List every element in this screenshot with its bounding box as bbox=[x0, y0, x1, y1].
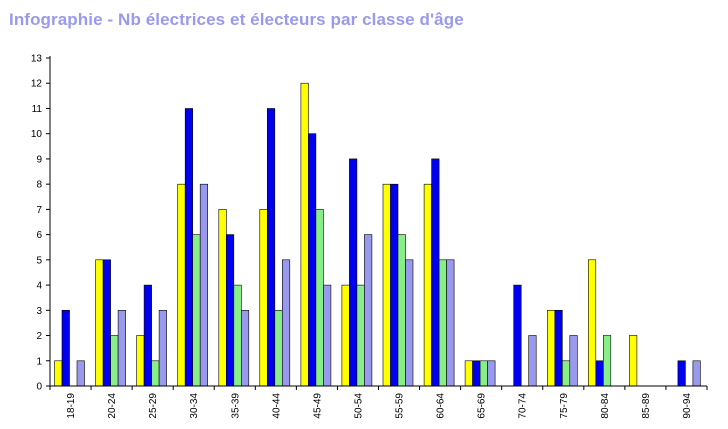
bar-60-64-series-3 bbox=[438, 259, 447, 387]
y-tick-label: 10 bbox=[31, 129, 43, 140]
bar-35-39-series-4 bbox=[241, 309, 250, 387]
x-tick-label-60-64: 60-64 bbox=[436, 393, 447, 419]
y-tick-label: 0 bbox=[36, 382, 42, 393]
x-tick-label-40-44: 40-44 bbox=[271, 393, 282, 419]
x-tick-label-90-94: 90-94 bbox=[682, 393, 693, 419]
bar-18-19-series-4 bbox=[76, 360, 85, 387]
x-tick-label-25-29: 25-29 bbox=[148, 393, 159, 419]
bar-50-54-series-3 bbox=[356, 284, 365, 387]
bar-20-24-series-4 bbox=[117, 309, 126, 387]
y-tick-label: 5 bbox=[36, 255, 42, 266]
chart-title: Infographie - Nb électrices et électeurs… bbox=[9, 10, 464, 29]
y-tick-label: 9 bbox=[36, 154, 42, 165]
bar-40-44-series-4 bbox=[281, 259, 291, 387]
bar-45-49-series-3 bbox=[315, 209, 324, 387]
bar-30-34-series-3 bbox=[192, 234, 201, 387]
bar-65-69-series-4 bbox=[487, 360, 496, 387]
bar-18-19-series-2 bbox=[61, 309, 70, 387]
x-tick-label-65-69: 65-69 bbox=[477, 393, 488, 419]
bar-40-44-series-3 bbox=[274, 309, 283, 387]
bar-30-34-series-1 bbox=[177, 183, 186, 387]
bar-75-79-series-1 bbox=[546, 309, 556, 387]
x-tick-label-30-34: 30-34 bbox=[189, 393, 200, 419]
bar-50-54-series-1 bbox=[341, 284, 350, 387]
x-tick-label-50-54: 50-54 bbox=[354, 393, 365, 419]
bar-30-34-series-4 bbox=[199, 183, 208, 387]
x-tick-label-85-89: 85-89 bbox=[641, 393, 652, 419]
y-tick-label: 8 bbox=[36, 180, 42, 191]
bar-45-49-series-1 bbox=[300, 82, 309, 387]
bar-60-64-series-1 bbox=[423, 183, 432, 387]
x-tick-label-80-84: 80-84 bbox=[600, 393, 611, 419]
bar-18-19-series-1 bbox=[54, 360, 63, 387]
bar-75-79-series-3 bbox=[561, 360, 571, 387]
bar-65-69-series-2 bbox=[472, 360, 481, 387]
bar-40-44-series-1 bbox=[259, 209, 268, 387]
x-tick-label-20-24: 20-24 bbox=[107, 393, 118, 419]
bar-20-24-series-1 bbox=[95, 259, 104, 387]
bar-90-94-series-4 bbox=[692, 360, 701, 387]
bar-50-54-series-4 bbox=[364, 234, 373, 387]
bar-50-54-series-2 bbox=[349, 158, 358, 387]
bar-55-59-series-4 bbox=[405, 259, 414, 387]
y-tick-label: 13 bbox=[31, 54, 43, 65]
x-tick-label-75-79: 75-79 bbox=[559, 393, 570, 419]
bar-35-39-series-3 bbox=[233, 284, 242, 387]
bar-85-89-series-1 bbox=[629, 335, 638, 387]
y-tick-label: 7 bbox=[36, 205, 42, 216]
y-tick-label: 2 bbox=[36, 331, 42, 342]
bar-25-29-series-3 bbox=[151, 360, 160, 387]
bar-25-29-series-1 bbox=[136, 335, 145, 387]
bar-80-84-series-1 bbox=[587, 259, 597, 387]
x-tick-label-18-19: 18-19 bbox=[66, 393, 77, 419]
x-tick-label-55-59: 55-59 bbox=[395, 393, 406, 419]
bar-65-69-series-1 bbox=[464, 360, 473, 387]
bar-55-59-series-2 bbox=[390, 183, 399, 387]
bars-group bbox=[54, 82, 701, 387]
bar-75-79-series-4 bbox=[569, 335, 578, 387]
bar-70-74-series-2 bbox=[513, 284, 522, 387]
x-tick-label-70-74: 70-74 bbox=[518, 393, 529, 419]
bar-80-84-series-3 bbox=[602, 335, 612, 387]
bar-55-59-series-1 bbox=[382, 183, 391, 387]
bar-25-29-series-2 bbox=[143, 284, 152, 387]
axes-group bbox=[46, 56, 708, 390]
bar-55-59-series-3 bbox=[397, 234, 406, 387]
bar-65-69-series-3 bbox=[479, 360, 488, 387]
x-tick-labels: 18-19 20-24 25-29 30-34 35-39 40-44 45-49 50-54… bbox=[66, 393, 693, 419]
y-tick-label: 6 bbox=[36, 230, 42, 241]
y-tick-label: 1 bbox=[36, 356, 42, 367]
bar-20-24-series-2 bbox=[102, 259, 111, 387]
bar-45-49-series-2 bbox=[308, 133, 317, 387]
bar-20-24-series-3 bbox=[110, 335, 119, 387]
x-tick-label-45-49: 45-49 bbox=[312, 393, 323, 419]
x-tick-label-35-39: 35-39 bbox=[230, 393, 241, 419]
bar-40-44-series-2 bbox=[266, 108, 276, 387]
bar-75-79-series-2 bbox=[554, 309, 563, 387]
bar-80-84-series-2 bbox=[595, 360, 604, 387]
bar-35-39-series-1 bbox=[218, 209, 227, 387]
bar-45-49-series-4 bbox=[323, 284, 332, 387]
bar-25-29-series-4 bbox=[158, 309, 167, 387]
y-tick-label: 4 bbox=[36, 281, 42, 292]
bar-90-94-series-2 bbox=[677, 360, 686, 387]
y-tick-label: 12 bbox=[31, 79, 43, 90]
bar-35-39-series-2 bbox=[226, 234, 235, 387]
bar-60-64-series-4 bbox=[446, 259, 455, 387]
y-tick-label: 3 bbox=[36, 306, 42, 317]
bar-60-64-series-2 bbox=[431, 158, 440, 387]
bar-70-74-series-4 bbox=[528, 335, 537, 387]
y-tick-label: 11 bbox=[32, 104, 43, 115]
bar-30-34-series-2 bbox=[184, 108, 193, 387]
